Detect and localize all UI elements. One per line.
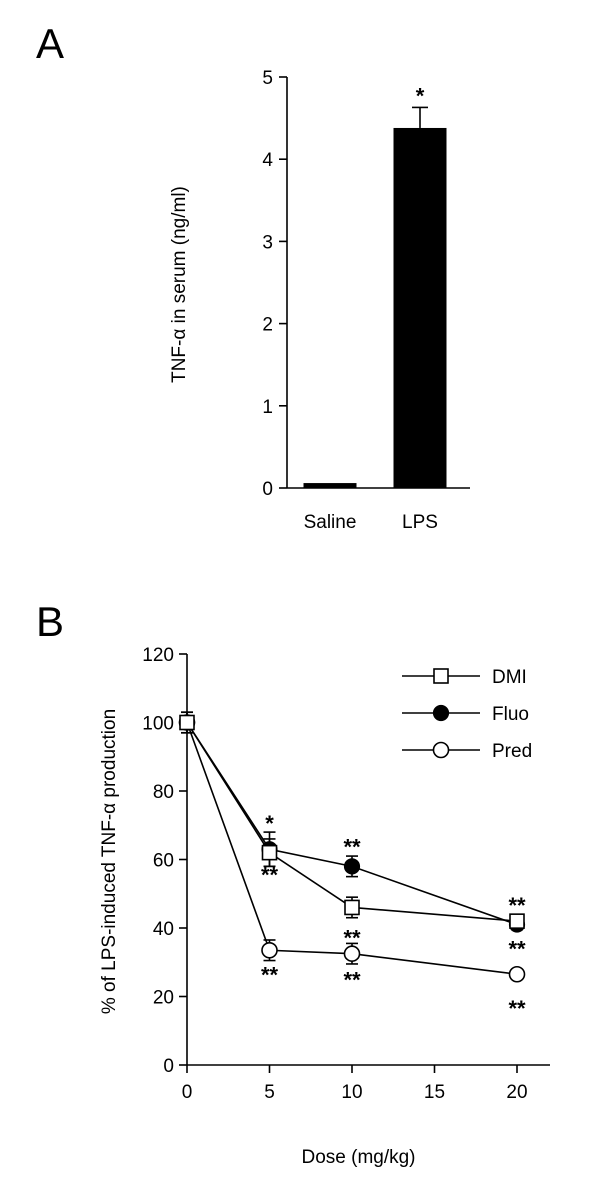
y-tick-label: 2 (262, 315, 273, 336)
legend-label: DMI (492, 667, 527, 688)
data-point (343, 945, 361, 962)
significance-mark: ** (343, 925, 361, 950)
panel-a-chart: 0 1 2 3 4 5 Saline LPS * TNF-α in serum (ng/ml) (169, 68, 470, 533)
bar-lps (393, 127, 447, 489)
legend-label: Pred (492, 741, 532, 762)
y-tick-label: 120 (142, 645, 174, 666)
panel-b-letter: B (36, 598, 64, 645)
y-axis-title: TNF-α in serum (ng/ml) (169, 186, 190, 383)
x-category-label: Saline (304, 512, 357, 533)
data-point (179, 714, 195, 731)
legend-item-dmi: DMI (402, 667, 527, 688)
y-tick-label: 80 (153, 782, 174, 803)
x-tick-label: 10 (341, 1082, 362, 1103)
y-tick-label: 5 (262, 68, 273, 89)
legend-item-fluo: Fluo (402, 704, 529, 725)
y-tick-label: 60 (153, 851, 174, 872)
legend-label: Fluo (492, 704, 529, 725)
x-axis-title: Dose (mg/kg) (301, 1147, 415, 1168)
legend-marker (432, 704, 450, 722)
x-tick-label: 15 (424, 1082, 445, 1103)
significance-mark: ** (261, 863, 279, 888)
significance-mark: ** (261, 962, 279, 987)
data-point (343, 858, 361, 875)
significance-mark: ** (508, 937, 526, 962)
y-axis-title: % of LPS-induced TNF-α production (99, 709, 120, 1014)
y-tick-label: 3 (262, 232, 273, 253)
panel-b-chart: 0 20 40 60 80 100 120 0 5 10 15 20 Dose (mg/kg) % of … (99, 645, 550, 1168)
legend-item-pred: Pred (402, 741, 532, 762)
data-point (261, 941, 278, 959)
legend-marker (433, 668, 449, 684)
y-tick-label: 4 (262, 150, 273, 171)
x-tick-label: 5 (264, 1082, 275, 1103)
series-line (186, 722, 518, 926)
y-tick-label: 0 (163, 1056, 174, 1077)
data-point (508, 965, 526, 983)
significance-mark: * (265, 811, 274, 836)
data-point (344, 899, 360, 916)
x-category-label: LPS (402, 512, 438, 533)
significance-mark: * (416, 83, 425, 108)
bar-saline (303, 483, 357, 488)
significance-mark: ** (343, 968, 361, 993)
legend-marker (432, 741, 450, 759)
significance-mark: ** (508, 893, 526, 918)
x-tick-label: 20 (506, 1082, 527, 1103)
y-tick-label: 0 (262, 479, 273, 500)
series-line (186, 722, 518, 922)
panel-a-letter: A (36, 20, 64, 67)
y-tick-label: 100 (142, 714, 174, 735)
significance-mark: ** (343, 834, 361, 859)
y-tick-label: 40 (153, 919, 174, 940)
y-tick-label: 20 (153, 988, 174, 1009)
series-dmi: ** ** ** (179, 711, 526, 950)
series-line (186, 722, 518, 976)
y-tick-label: 1 (262, 397, 273, 418)
data-point (509, 913, 525, 929)
significance-mark: ** (508, 996, 526, 1021)
legend: DMI Fluo Pred (402, 667, 532, 762)
x-tick-label: 0 (182, 1082, 193, 1103)
data-point (261, 844, 278, 861)
